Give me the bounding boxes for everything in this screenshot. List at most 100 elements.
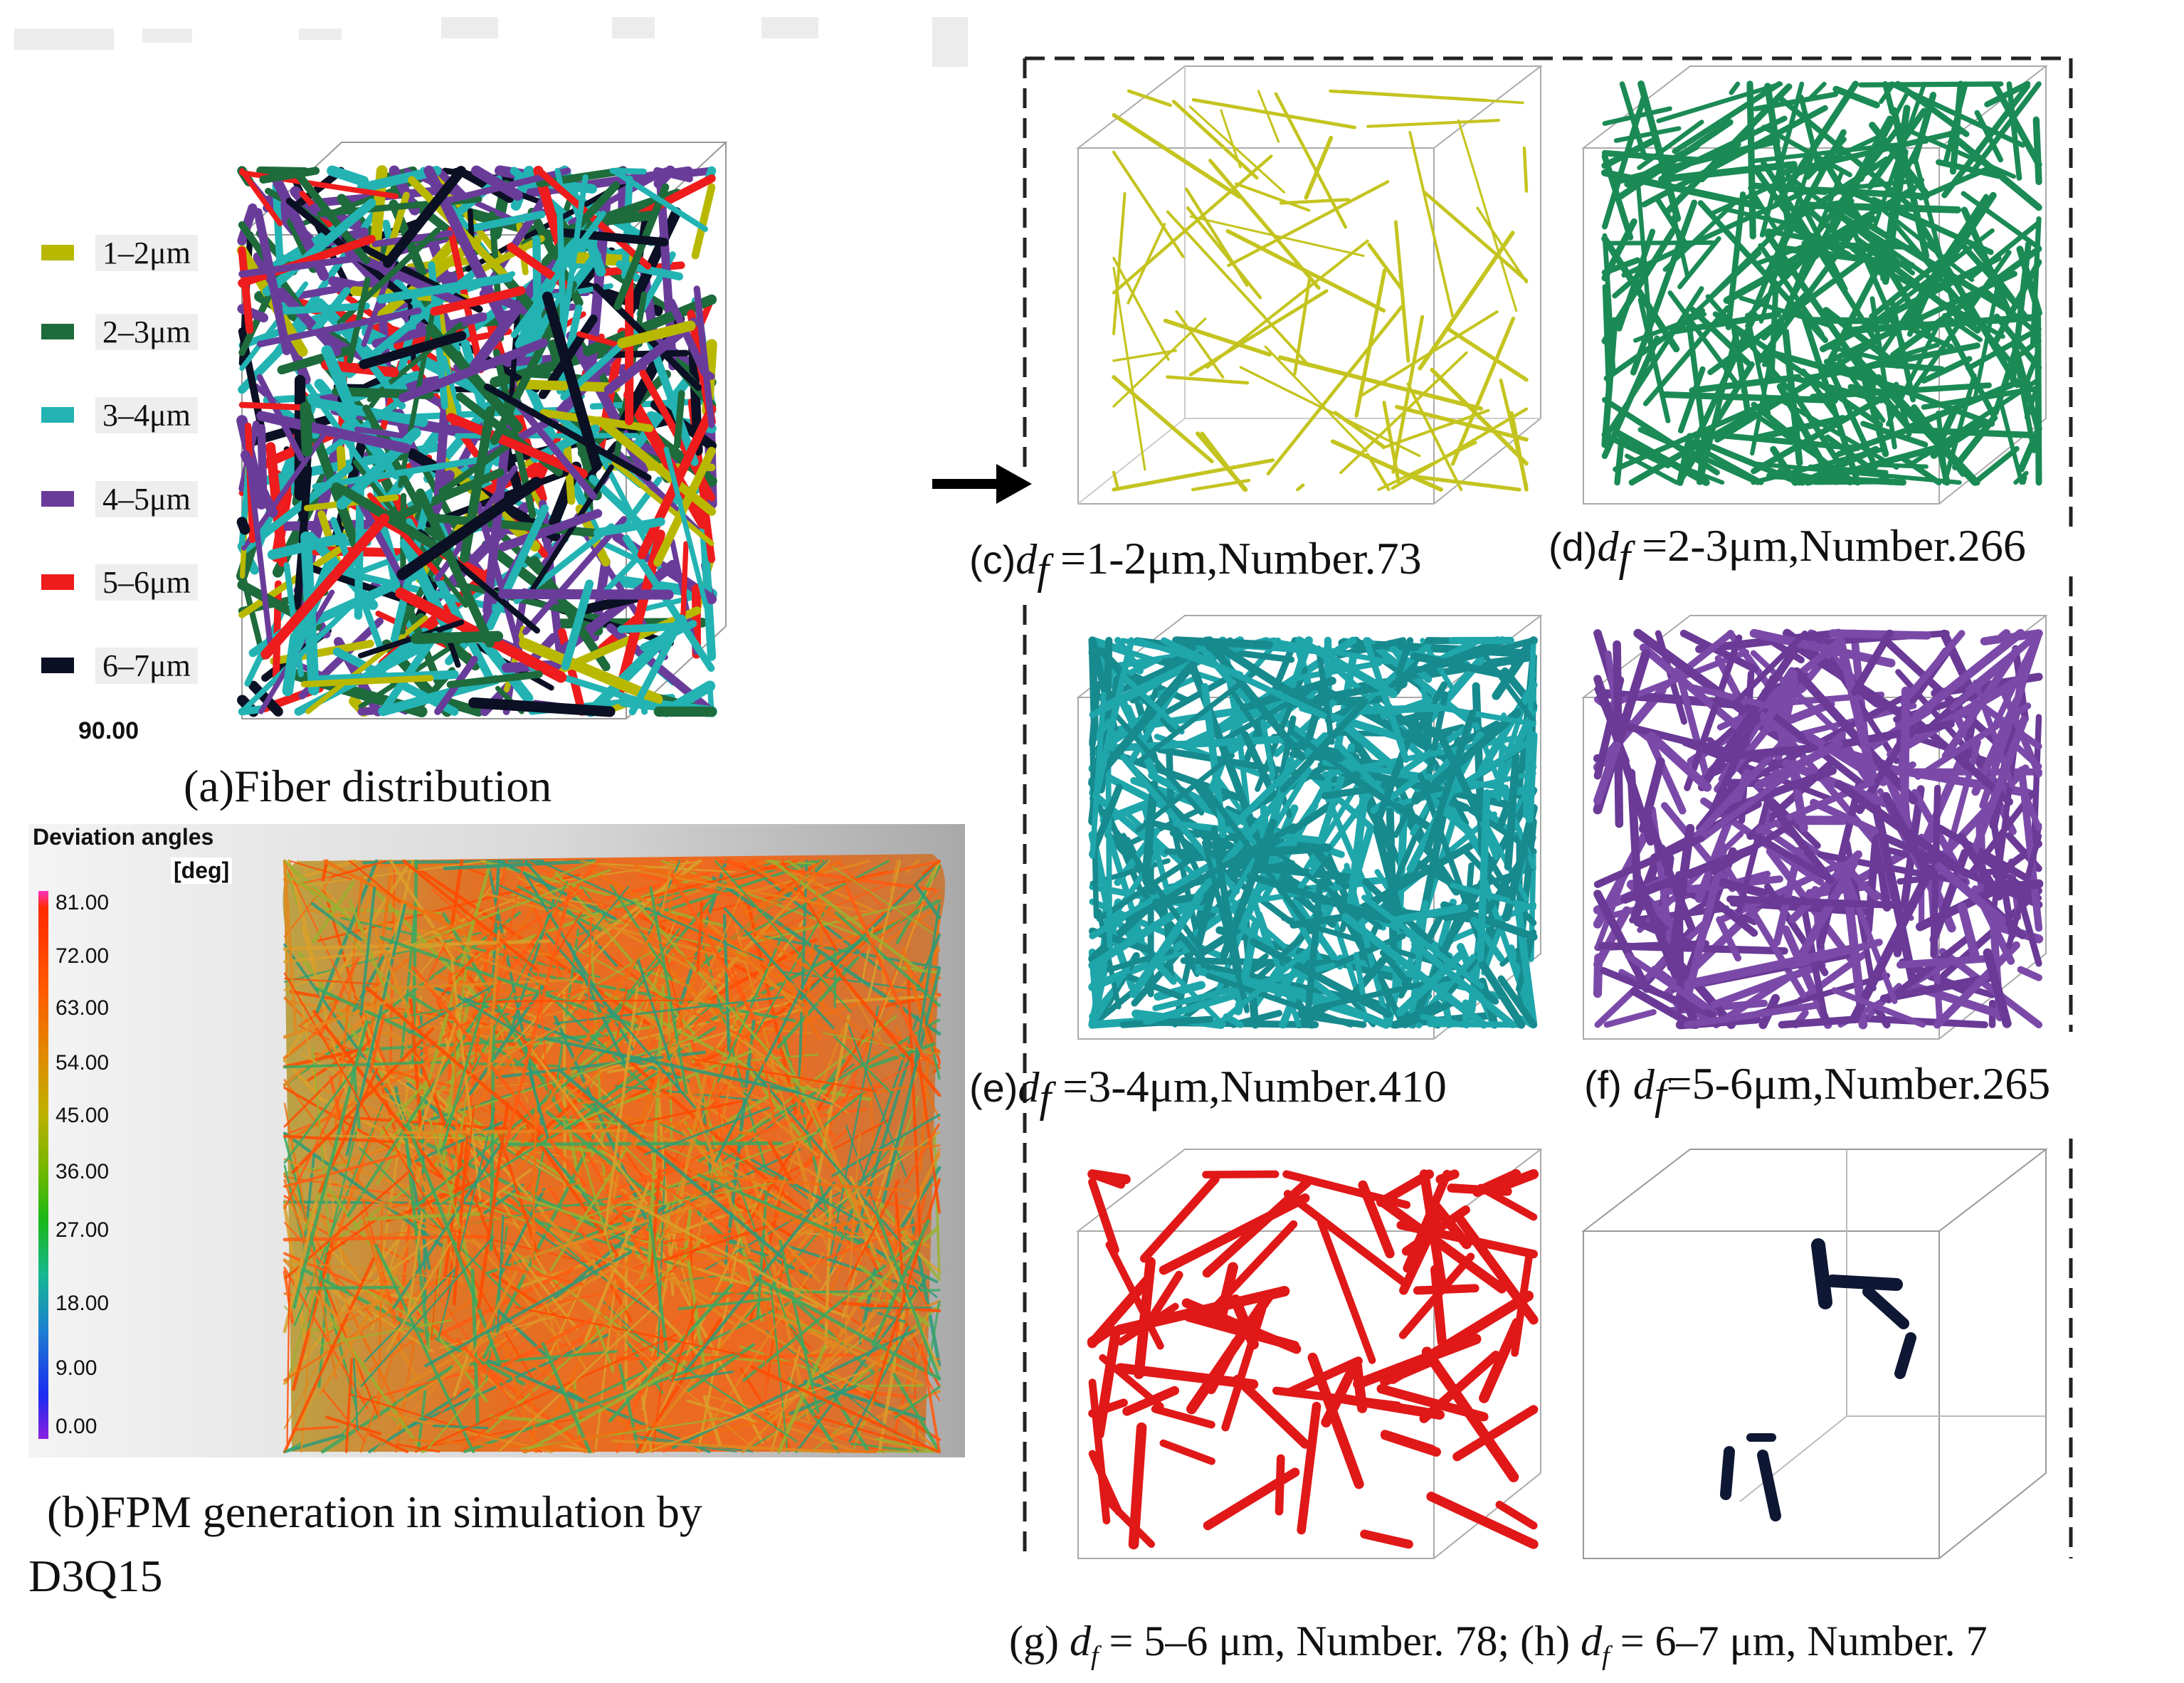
fiber: [485, 1225, 508, 1383]
fiber: [1135, 753, 1235, 833]
fiber: [300, 860, 487, 887]
fiber: [1112, 317, 1207, 408]
fiber: [1393, 220, 1410, 363]
fiber: [1930, 784, 1941, 959]
fiber: [1274, 92, 1348, 229]
fiber: [1317, 1218, 1376, 1364]
fiber: [636, 1130, 685, 1145]
fiber: [1450, 316, 1516, 466]
fiber: [1522, 146, 1529, 193]
fiber: [1401, 998, 1457, 1028]
fiber: [1710, 823, 1791, 875]
fiber: [300, 675, 434, 687]
fiber: [238, 234, 376, 287]
fiber: [1882, 80, 1896, 115]
fiber: [1477, 681, 1538, 775]
fiber: [414, 1121, 504, 1163]
fiber: [749, 901, 831, 1045]
fiber: [2017, 766, 2043, 932]
fiber: [519, 1416, 729, 1450]
fiber: [1943, 322, 1998, 421]
fiber: [635, 1255, 866, 1394]
fiber: [315, 859, 379, 1015]
fiber: [1387, 1290, 1534, 1384]
fiber: [1096, 837, 1223, 922]
fiber: [300, 531, 320, 696]
fiber: [527, 1172, 620, 1196]
fiber: [283, 1201, 318, 1334]
fiber: [1951, 414, 1998, 470]
fiber: [1858, 81, 2004, 88]
fiber: [1201, 840, 1250, 1013]
fiber: [1637, 80, 1682, 222]
fiber-bundle: [1088, 636, 1538, 1029]
legend-swatch: [41, 245, 74, 260]
colorbar-tick: 27.00: [56, 1218, 110, 1242]
fiber: [1687, 736, 1790, 846]
fiber: [1874, 463, 1929, 469]
fiber: [531, 1085, 538, 1265]
legend-label: 5–6μm: [95, 564, 198, 601]
fiber: [389, 860, 396, 1102]
fiber: [1798, 94, 1822, 172]
fiber: [875, 1144, 941, 1152]
fiber: [611, 1277, 628, 1373]
fiber: [1391, 315, 1425, 474]
fiber: [633, 865, 739, 890]
fiber: [576, 1297, 759, 1453]
caption-h-sub: f: [1602, 1641, 1610, 1671]
fiber: [1679, 629, 1758, 673]
colorbar: [38, 891, 48, 1439]
fiber: [529, 1074, 549, 1139]
legend-label: 1–2μm: [95, 234, 198, 271]
fiber: [1966, 326, 2042, 371]
fiber: [260, 513, 390, 660]
colorbar-tick: 63.00: [56, 996, 110, 1020]
fiber: [431, 888, 621, 1050]
fiber: [1203, 1467, 1300, 1531]
fiber: [438, 1107, 496, 1339]
fiber: [1810, 382, 1992, 400]
cube-f: [1581, 615, 2048, 1040]
fiber: [459, 1023, 566, 1082]
fiber: [1514, 902, 1538, 1029]
fiber: [718, 859, 937, 892]
fiber: [475, 999, 695, 1003]
fiber: [1403, 1169, 1452, 1273]
fiber: [1745, 312, 1772, 419]
fiber: [1762, 705, 1867, 789]
fiber: [747, 1028, 869, 1224]
fiber: [1394, 404, 1529, 442]
fiber: [364, 1265, 459, 1363]
fiber: [1189, 215, 1365, 258]
fiber: [1266, 305, 1404, 476]
fiber: [283, 1235, 489, 1242]
fiber: [684, 1181, 836, 1373]
fiber: [452, 1134, 469, 1306]
fiber: [1430, 367, 1529, 466]
fiber: [455, 1338, 504, 1391]
fiber: [1105, 753, 1113, 949]
fiber: [667, 298, 709, 376]
fiber: [545, 933, 697, 1109]
fiber: [871, 1218, 930, 1347]
fiber: [1862, 1286, 1909, 1329]
fiber: [1921, 356, 1973, 384]
fiber: [1346, 779, 1371, 910]
fiber: [283, 972, 371, 1121]
caption-d-symbol: d: [1597, 523, 1619, 570]
fiber: [1873, 1005, 1891, 1029]
fiber: [788, 1131, 941, 1240]
fiber: [1874, 843, 1892, 912]
fiber: [408, 1438, 596, 1453]
fiber: [732, 1015, 897, 1144]
fiber: [1913, 628, 2025, 720]
fiber: [644, 1107, 771, 1156]
fiber-bundle: [236, 165, 717, 717]
fiber: [1088, 1170, 1126, 1189]
fiber: [926, 1300, 941, 1376]
fiber: [502, 885, 573, 1154]
fiber: [1972, 680, 2015, 789]
fiber: [449, 859, 464, 934]
fiber: [671, 1302, 697, 1382]
